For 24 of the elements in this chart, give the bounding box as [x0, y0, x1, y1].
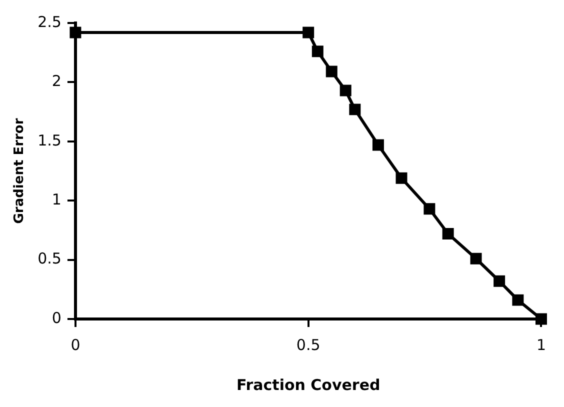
- x-tick-label: 0.5: [296, 336, 320, 354]
- point: [312, 46, 324, 58]
- x-axis-title: Fraction Covered: [236, 376, 380, 394]
- x-tick-label: 0: [70, 336, 80, 354]
- point: [424, 203, 436, 215]
- point: [494, 275, 506, 287]
- point: [349, 104, 361, 116]
- point: [442, 228, 454, 240]
- point: [470, 252, 482, 264]
- point: [70, 26, 82, 38]
- point: [340, 84, 352, 96]
- point: [372, 139, 384, 151]
- y-tick-label: 0: [52, 308, 62, 327]
- x-tick-label: 1: [536, 336, 546, 354]
- point: [302, 26, 314, 38]
- point: [512, 294, 524, 306]
- y-axis-title: Gradient Error: [12, 118, 28, 224]
- y-tick-label: 2.5: [38, 12, 62, 31]
- point: [396, 172, 408, 184]
- y-tick-label: 2: [52, 72, 62, 90]
- point: [326, 66, 338, 78]
- y-tick-label: 1.5: [38, 131, 62, 150]
- y-tick-label: 1: [52, 190, 62, 208]
- y-tick-label: 0.5: [38, 250, 62, 268]
